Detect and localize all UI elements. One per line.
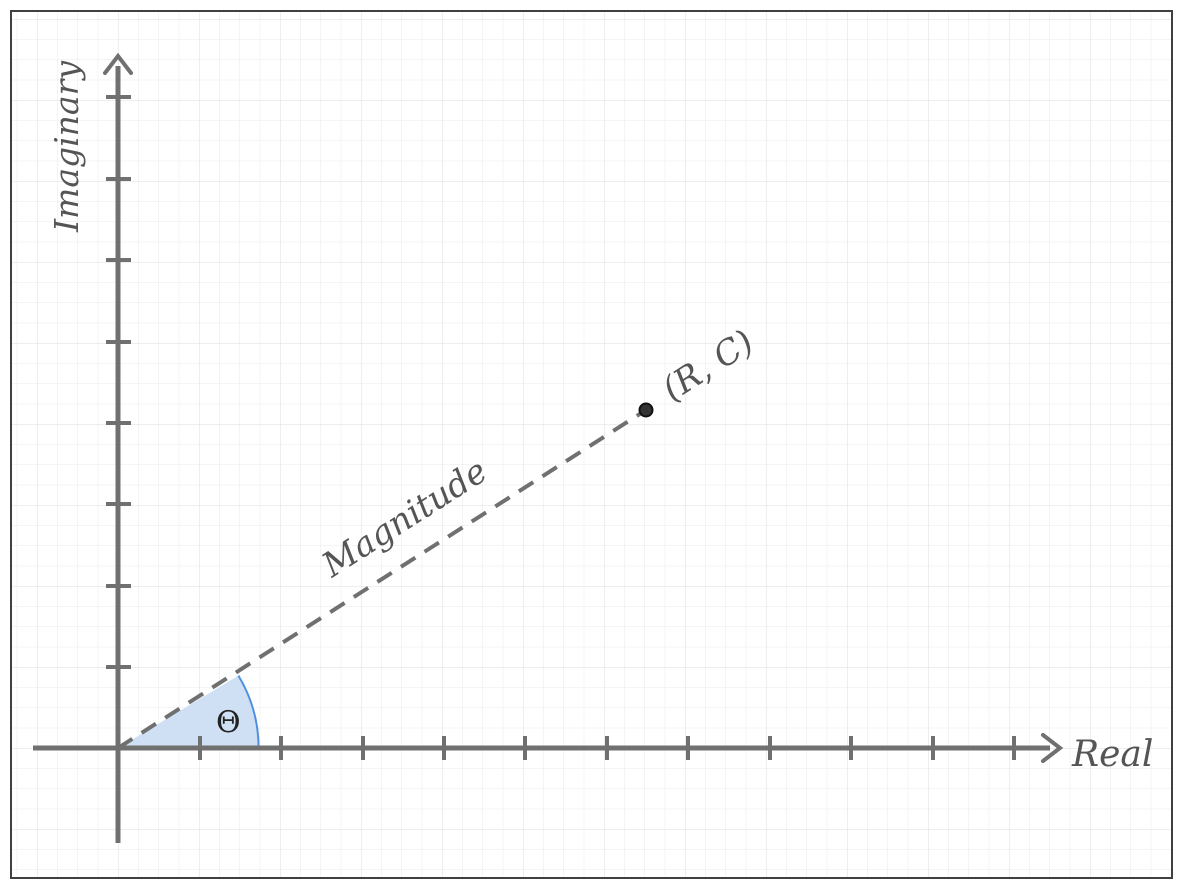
x-axis-arrowhead xyxy=(1041,733,1064,763)
y-axis-label: Imaginary xyxy=(47,61,86,233)
angle-wedge xyxy=(118,675,259,748)
complex-point xyxy=(638,402,654,418)
angle-label: Θ xyxy=(216,705,241,740)
x-axis-ticks xyxy=(198,736,1016,760)
y-axis-arrowhead xyxy=(103,52,133,75)
angle-arc xyxy=(237,675,260,749)
y-axis-ticks xyxy=(106,95,131,669)
x-axis-label: Real xyxy=(1071,734,1153,775)
magnitude-vector xyxy=(116,408,648,750)
frame-border xyxy=(10,10,1173,879)
